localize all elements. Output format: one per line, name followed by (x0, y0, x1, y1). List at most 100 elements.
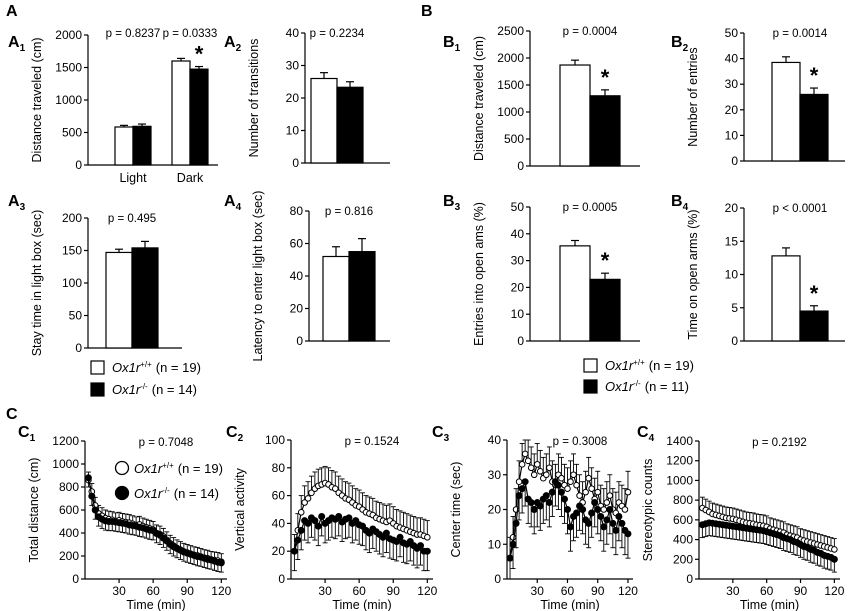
y-tick-label: 0 (296, 334, 303, 348)
data-point-ko (314, 522, 322, 530)
y-axis-title: Center time (sec) (449, 462, 463, 558)
data-point-ko (594, 506, 602, 513)
panel-label-sub: 3 (444, 433, 450, 444)
bar (799, 93, 829, 162)
data-point-wt (530, 471, 538, 479)
data-point-ko (545, 499, 553, 507)
panel-label-letter: B (443, 193, 455, 210)
panel-label-letter: C (18, 424, 30, 441)
y-tick-label: 1200 (666, 454, 693, 468)
data-point-wt (527, 464, 535, 472)
chart-B4: 0 5 10 15 20 Time on open arms (%) p < 0.0001 * (686, 201, 845, 348)
data-point-ko (521, 478, 529, 486)
y-tick-label: 0 (75, 341, 82, 355)
x-tick-label: 60 (760, 584, 774, 598)
data-point-wt (521, 450, 529, 458)
x-axis-title: Time (min) (332, 598, 391, 611)
legend-B-wt-swatch (583, 358, 598, 373)
y-tick-label: 200 (62, 211, 82, 225)
data-point-ko (506, 554, 514, 562)
legend-A: Ox1r+/+ (n = 19) Ox1r-/- (n = 14) (90, 360, 201, 397)
data-point-wt (606, 492, 614, 499)
data-point-ko (579, 506, 587, 513)
panel-label-letter: C (226, 424, 238, 441)
y-tick-label: 500 (62, 126, 82, 140)
legend-A-ko-sup: -/- (140, 382, 148, 391)
p-value-label: p = 0.0004 (563, 26, 618, 38)
y-tick-label: 80 (290, 204, 304, 218)
bar (771, 61, 801, 162)
x-tick-label: 60 (352, 584, 366, 598)
data-point-ko (597, 512, 605, 520)
data-point-wt (570, 471, 577, 479)
data-point-wt (624, 488, 632, 496)
x-tick-label: 60 (146, 584, 160, 598)
legend-B-ko-swatch (583, 379, 598, 394)
data-point-wt (533, 461, 541, 468)
chart-A2: 0 10 20 30 40 Number of transitions p = 0.2234 (247, 26, 390, 170)
panel-label-letter: B (671, 193, 683, 210)
data-point-wt (515, 478, 523, 486)
x-tick-label: 30 (318, 584, 332, 598)
y-tick-label: 40 (286, 26, 300, 40)
legend-A-ko-swatch (90, 382, 105, 397)
panel-label-letter: A (224, 193, 236, 210)
data-point-ko (603, 516, 611, 524)
data-point-wt (558, 474, 565, 482)
data-point-ko (606, 506, 614, 513)
significance-star: * (195, 42, 204, 67)
bar (189, 68, 209, 166)
chart-B2: 0 10 20 30 40 50 Number of entries p = 0.0014 * (686, 26, 845, 168)
data-point-ko (417, 542, 425, 550)
bar (559, 245, 591, 342)
y-tick-label: 60 (290, 237, 304, 251)
data-point-wt (831, 546, 838, 553)
x-tick-label: 90 (181, 584, 195, 598)
y-axis-title: Latency to enter light box (sec) (251, 191, 265, 362)
data-point-wt (332, 485, 339, 492)
y-tick-label: 10 (511, 307, 525, 321)
p-value-label: p = 0.3008 (553, 436, 608, 448)
data-point-ko (290, 547, 298, 555)
panel-label-letter: B (671, 34, 683, 51)
x-tick-label: 60 (561, 584, 575, 598)
y-tick-label: 0 (731, 154, 738, 168)
data-point-ko (518, 485, 526, 493)
panel-label-letter: A (8, 34, 20, 51)
panel-label-letter: B (443, 34, 455, 51)
data-point-ko (382, 529, 390, 537)
data-point-wt (509, 534, 517, 541)
chart-A1: 0 500 1000 1500 2000 Distance traveled (cm) p … (30, 28, 218, 185)
y-axis-title: Total distance (cm) (27, 458, 41, 563)
legend-B-ko-label: Ox1r-/- (n = 11) (605, 379, 689, 394)
y-tick-label: 0 (278, 572, 285, 586)
legend-A-wt-gene: Ox1r (112, 360, 141, 375)
data-point-ko (345, 514, 353, 522)
p-value-label: p = 0.2192 (752, 437, 807, 449)
data-point-ko (609, 519, 617, 527)
y-tick-label: 10 (725, 268, 739, 282)
chart-A3: 0 50 100 150 200 Stay time in light box (sec)… (30, 210, 182, 357)
legend-B-wt-n: (n = 19) (649, 358, 694, 373)
y-axis-title: Stay time in light box (sec) (30, 210, 44, 357)
data-point-ko (335, 512, 343, 520)
panel-label-B4: B4 (671, 193, 689, 213)
data-point-ko (304, 519, 312, 527)
y-tick-label: 30 (725, 77, 739, 91)
y-axis-title: Time on open arms (%) (686, 209, 700, 339)
bar (771, 255, 801, 342)
data-point-ko (318, 512, 326, 520)
panel-label-A2: A2 (224, 34, 242, 54)
data-point-ko (311, 517, 319, 525)
data-point-ko (88, 492, 96, 500)
y-tick-label: 20 (286, 91, 300, 105)
y-tick-label: 2500 (497, 24, 524, 38)
significance-star: * (810, 63, 819, 88)
y-tick-label: 200 (59, 549, 79, 563)
legend-B-ko-sup: -/- (633, 379, 641, 388)
panel-letter-B: B (421, 3, 433, 20)
panel-label-B2: B2 (671, 34, 689, 54)
data-point-ko (573, 509, 581, 517)
data-point-ko (830, 555, 838, 563)
y-tick-label: 20 (725, 201, 739, 215)
